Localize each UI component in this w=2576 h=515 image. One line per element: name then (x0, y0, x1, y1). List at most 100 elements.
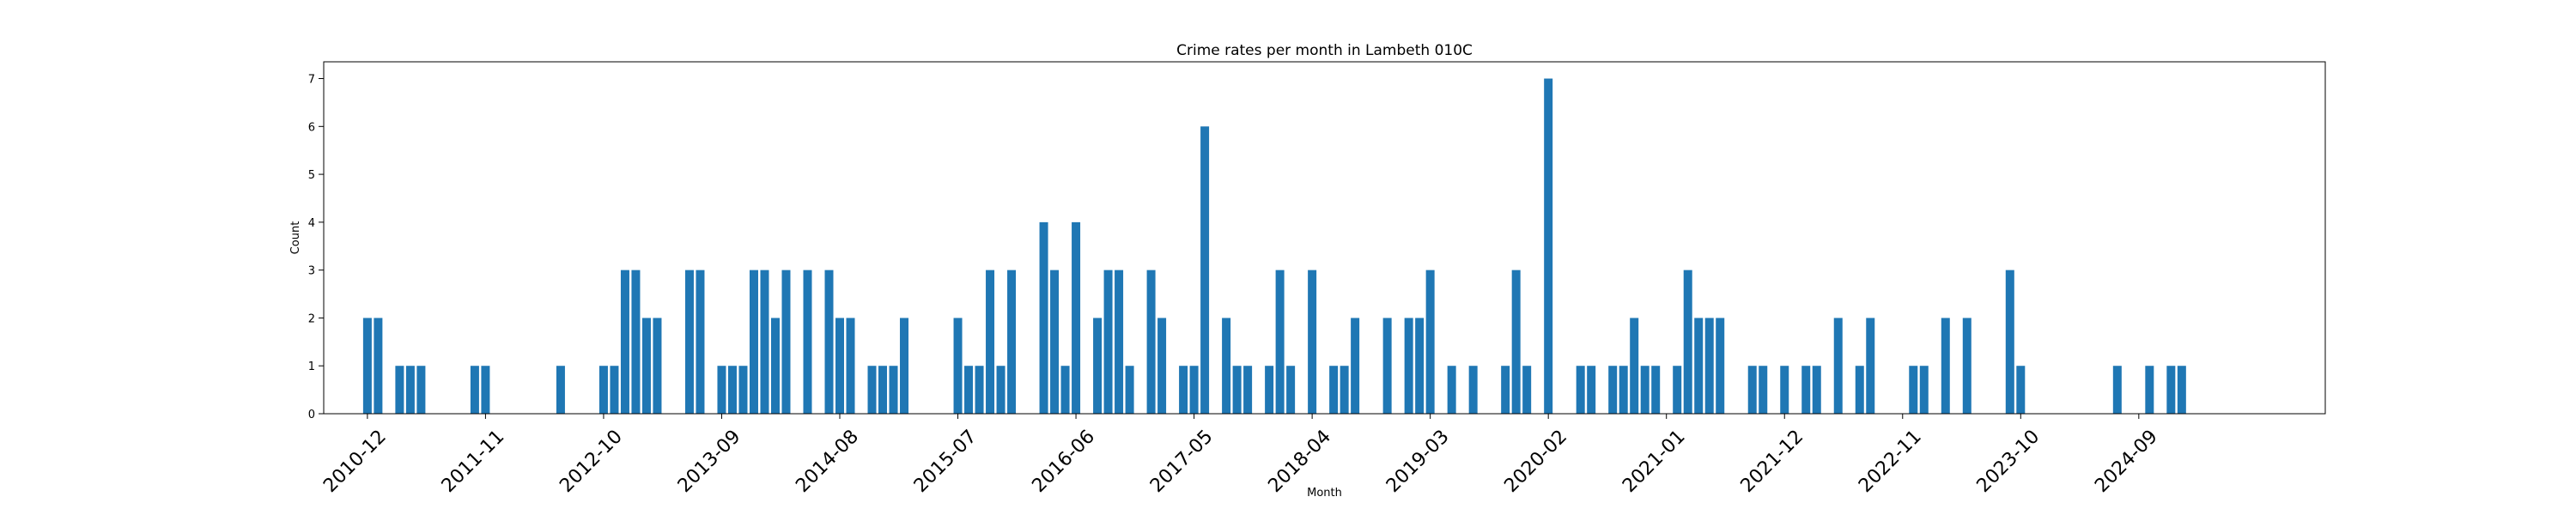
y-axis: 0 1 2 3 4 5 6 7 (308, 74, 324, 421)
bar (620, 270, 629, 414)
bar (1801, 366, 1811, 414)
bar (631, 270, 641, 414)
x-axis-label: Month (1307, 487, 1342, 500)
bar (1415, 318, 1425, 414)
bar (1146, 270, 1156, 414)
bar (395, 366, 404, 414)
bar (1007, 270, 1017, 414)
bar (878, 366, 888, 414)
x-tick-label: 2013-09 (674, 426, 745, 497)
bar (1125, 366, 1134, 414)
bar (1447, 366, 1456, 414)
bar (1941, 318, 1950, 414)
bar (749, 270, 758, 414)
x-tick-label: 2020-02 (1500, 426, 1571, 497)
bar (1060, 366, 1070, 414)
bar (598, 366, 608, 414)
bar (374, 318, 383, 414)
x-tick-label: 2010-12 (319, 426, 391, 497)
bar (1286, 366, 1296, 414)
bar (1265, 366, 1274, 414)
y-tick-label: 3 (308, 265, 315, 278)
bar (1909, 366, 1918, 414)
bar (1351, 318, 1360, 414)
y-tick-label: 1 (308, 360, 315, 373)
bar (1833, 318, 1843, 414)
bar (1340, 366, 1349, 414)
x-tick-label: 2015-07 (910, 426, 981, 497)
x-tick-label: 2011-11 (438, 426, 509, 497)
bar (1468, 366, 1478, 414)
bar (1179, 366, 1188, 414)
bar (1780, 366, 1789, 414)
x-tick-label: 2023-10 (1973, 426, 2044, 497)
bar (696, 270, 705, 414)
x-tick-label: 2019-03 (1382, 426, 1454, 497)
bar (1640, 366, 1649, 414)
bar (1200, 126, 1210, 414)
bar (1919, 366, 1929, 414)
bar (835, 318, 845, 414)
bar (1544, 78, 1553, 415)
bar (803, 270, 812, 414)
bar (1103, 270, 1113, 414)
bar (1243, 366, 1253, 414)
bar (1587, 366, 1596, 414)
bar (1619, 366, 1628, 414)
bar (1115, 270, 1124, 414)
bar (1425, 270, 1435, 414)
bar (1329, 366, 1339, 414)
bar (1501, 366, 1510, 414)
bar (1576, 366, 1585, 414)
bar (846, 318, 855, 414)
y-tick-label: 5 (308, 169, 315, 182)
bar (1050, 270, 1060, 414)
y-axis-label: Count (289, 221, 302, 255)
x-tick-label: 2012-10 (556, 426, 627, 497)
bar (1747, 366, 1757, 414)
bar (2005, 270, 2014, 414)
bar (1673, 366, 1682, 414)
bar (610, 366, 619, 414)
bar (1093, 318, 1103, 414)
bar (1630, 318, 1639, 414)
bar (727, 366, 737, 414)
bar (717, 366, 726, 414)
bar (362, 318, 372, 414)
bar (1232, 366, 1242, 414)
bar (2145, 366, 2154, 414)
bar (1962, 318, 1971, 414)
bar (2016, 366, 2026, 414)
bar (1039, 221, 1048, 414)
bar (1275, 270, 1285, 414)
bar (1157, 318, 1167, 414)
bar (556, 366, 565, 414)
bar (975, 366, 984, 414)
bar (416, 366, 426, 414)
bar (684, 270, 694, 414)
bar (889, 366, 898, 414)
bar (1694, 318, 1704, 414)
bar (470, 366, 479, 414)
bar (953, 318, 963, 414)
x-tick-label: 2021-01 (1619, 426, 1690, 497)
x-tick-label: 2014-08 (792, 426, 863, 497)
bar (405, 366, 415, 414)
plot-frame (323, 61, 2326, 415)
bar (2166, 366, 2176, 414)
x-tick-label: 2021-12 (1737, 426, 1808, 497)
bar (1608, 366, 1618, 414)
bar (1855, 366, 1864, 414)
bar (867, 366, 877, 414)
bar (1222, 318, 1231, 414)
bar (1759, 366, 1768, 414)
y-tick-label: 0 (308, 409, 315, 421)
y-tick-label: 2 (308, 312, 315, 325)
bar (1522, 366, 1532, 414)
y-tick-label: 7 (308, 74, 315, 87)
bar (2112, 366, 2122, 414)
x-tick-label: 2016-06 (1028, 426, 1099, 497)
bar (770, 318, 780, 414)
x-tick-label: 2017-05 (1146, 426, 1218, 497)
